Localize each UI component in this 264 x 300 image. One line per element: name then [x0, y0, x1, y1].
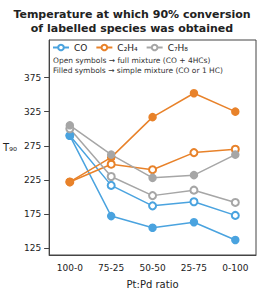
svg-text:of labelled species was obtain: of labelled species was obtained: [31, 22, 233, 35]
svg-text:50-50: 50-50: [139, 263, 165, 273]
svg-text:Filled symbols → simple mixtur: Filled symbols → simple mixture (CO or 1…: [53, 66, 223, 75]
svg-text:Temperature at which 90% conve: Temperature at which 90% conversion: [13, 8, 250, 21]
svg-text:Open symbols → full mixture (C: Open symbols → full mixture (CO + 4HCs): [53, 56, 211, 65]
svg-text:75-25: 75-25: [98, 263, 124, 273]
svg-text:C₇H₈: C₇H₈: [168, 43, 189, 53]
svg-text:225: 225: [24, 175, 41, 185]
svg-text:CO: CO: [74, 43, 87, 53]
svg-text:275: 275: [24, 141, 41, 151]
svg-text:Pt:Pd ratio: Pt:Pd ratio: [127, 279, 179, 290]
svg-text:375: 375: [24, 73, 41, 83]
svg-text:25-75: 25-75: [181, 263, 207, 273]
svg-text:100-0: 100-0: [57, 263, 83, 273]
svg-text:125: 125: [24, 243, 41, 253]
svg-text:C₂H₄: C₂H₄: [117, 43, 138, 53]
svg-text:0-100: 0-100: [222, 263, 248, 273]
svg-text:T₉₀: T₉₀: [2, 142, 17, 153]
svg-text:175: 175: [24, 209, 41, 219]
svg-text:325: 325: [24, 107, 41, 117]
